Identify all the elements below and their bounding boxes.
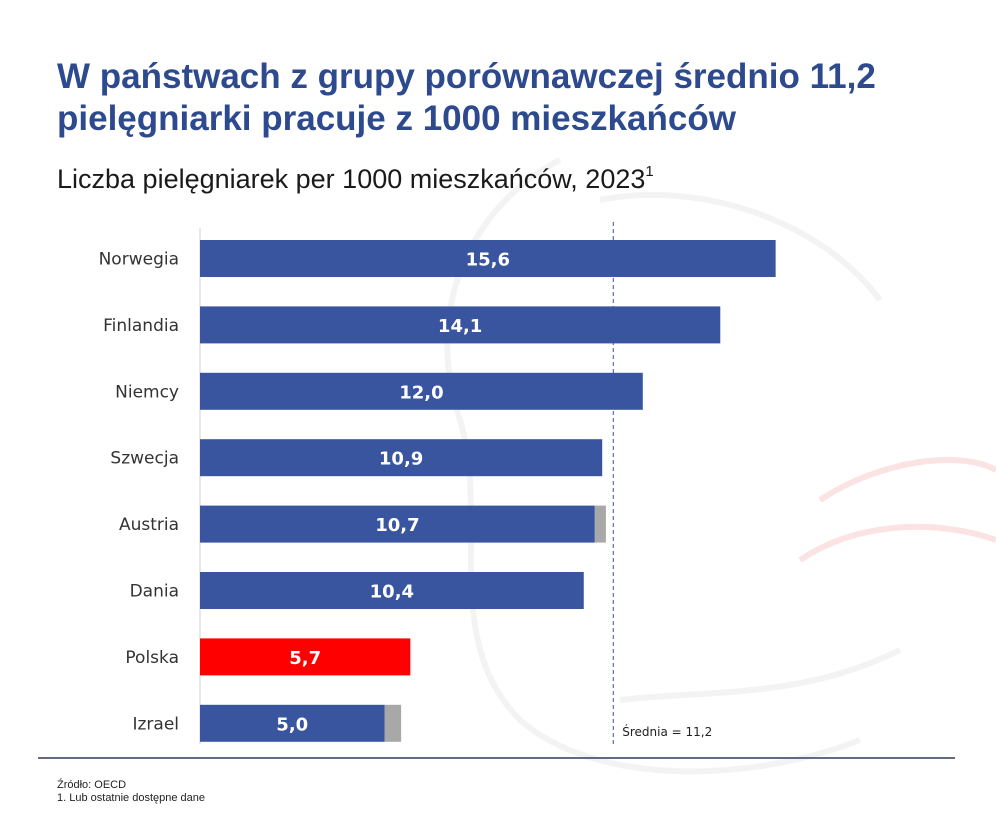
bar-szwecja: [200, 439, 603, 477]
subtitle-text: Liczba pielęgniarek per 1000 mieszkańców…: [57, 164, 646, 194]
value-label-szwecja: 10,9: [379, 449, 423, 470]
bar-austria: [200, 505, 595, 543]
bar-extension-izrael: [384, 704, 402, 742]
category-label-niemcy: Niemcy: [115, 382, 179, 402]
bar-extension-austria: [594, 505, 606, 543]
value-label-austria: 10,7: [375, 515, 419, 536]
footer: Źródło: OECD 1. Lub ostatnie dostępne da…: [57, 779, 205, 805]
category-label-dania: Dania: [130, 582, 179, 602]
bar-norwegia: [200, 240, 776, 277]
value-label-finlandia: 14,1: [438, 316, 482, 337]
bar-dania: [200, 572, 584, 609]
bar-polska: [200, 638, 411, 676]
category-label-finlandia: Finlandia: [103, 316, 179, 336]
average-label: Średnia = 11,2: [622, 724, 712, 739]
chart-subtitle: Liczba pielęgniarek per 1000 mieszkańców…: [57, 155, 957, 196]
source-note: Źródło: OECD: [57, 779, 127, 791]
category-label-austria: Austria: [119, 515, 179, 535]
value-label-norwegia: 15,6: [466, 250, 510, 271]
subtitle-footnote-mark: 1: [645, 163, 654, 180]
bar-finlandia: [200, 306, 721, 344]
bar-niemcy: [200, 372, 643, 410]
footnote: 1. Lub ostatnie dostępne dane: [57, 792, 206, 804]
bar-izrael: [200, 704, 385, 742]
category-label-izrael: Izrael: [132, 714, 179, 734]
category-label-norwegia: Norwegia: [99, 250, 179, 270]
value-label-dania: 10,4: [370, 582, 414, 603]
value-label-polska: 5,7: [289, 648, 321, 669]
category-label-szwecja: Szwecja: [110, 449, 179, 469]
value-label-niemcy: 12,0: [399, 382, 443, 403]
category-label-polska: Polska: [125, 648, 179, 668]
page-title: W państwach z grupy porównawczej średnio…: [57, 57, 876, 138]
value-label-izrael: 5,0: [276, 714, 308, 735]
